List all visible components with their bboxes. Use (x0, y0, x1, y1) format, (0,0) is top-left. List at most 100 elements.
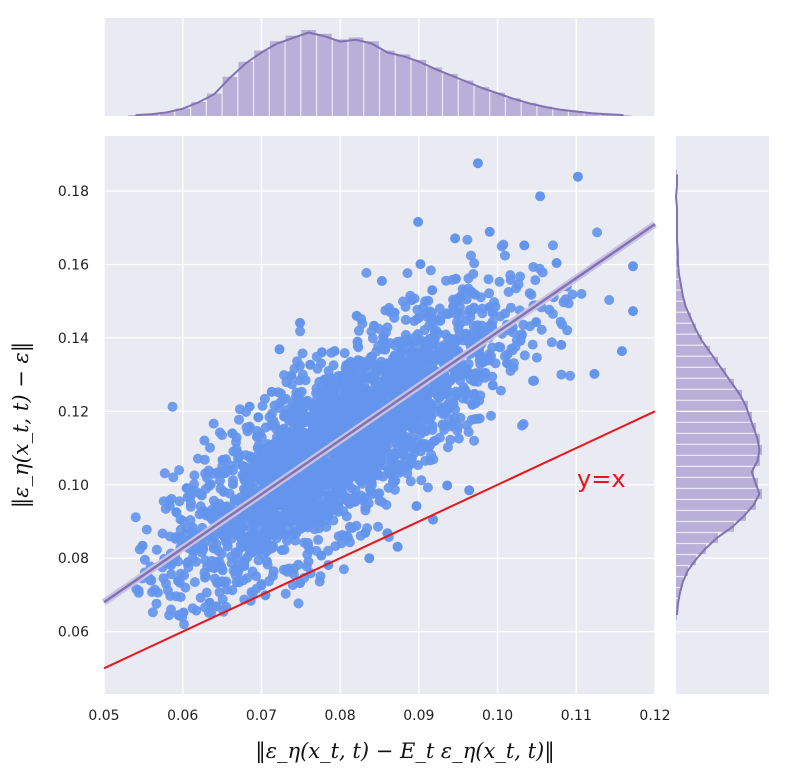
scatter-point (302, 520, 313, 531)
scatter-cloud-point (353, 381, 363, 392)
scatter-cloud-point (428, 333, 439, 344)
scatter-cloud-point (576, 288, 587, 299)
y-tick-label: 0.16 (58, 257, 89, 273)
scatter-cloud-point (405, 372, 416, 382)
scatter-cloud-point (423, 351, 434, 362)
scatter-cloud-point (557, 319, 568, 330)
scatter-cloud-point (206, 532, 217, 543)
marginal-y-bar (676, 466, 754, 477)
scatter-cloud-point (465, 307, 476, 318)
scatter-cloud-point (295, 326, 306, 337)
scatter-cloud-point (392, 449, 403, 459)
marginal-y-bar (676, 323, 696, 334)
scatter-cloud-point (400, 314, 411, 325)
scatter-cloud-point (208, 543, 219, 554)
y-tick-label: 0.14 (58, 331, 89, 347)
scatter-cloud-point (368, 371, 378, 382)
x-tick-label: 0.08 (325, 708, 356, 724)
scatter-cloud-point (189, 479, 200, 490)
y-tick-label: 0.12 (58, 404, 89, 420)
regression-line (103, 223, 656, 604)
scatter-cloud-point (387, 457, 398, 468)
scatter-cloud-point (279, 514, 290, 525)
scatter-cloud-point (293, 598, 304, 609)
marginal-y-bar (676, 577, 683, 587)
scatter-cloud-point (330, 541, 341, 552)
y-axis-title: ‖ε_η(x_t, t) − ε‖ (9, 342, 34, 509)
scatter-cloud-point (515, 271, 526, 282)
scatter-cloud-point (309, 491, 320, 502)
scatter-cloud-point (261, 471, 272, 482)
scatter-cloud-point (413, 460, 423, 471)
scatter-cloud-point (536, 324, 547, 335)
scatter-cloud-point (173, 556, 183, 567)
scatter-point (515, 335, 526, 346)
scatter-cloud-point (445, 400, 456, 411)
scatter-point (531, 317, 542, 328)
scatter-point (442, 480, 453, 491)
scatter-cloud-point (371, 361, 382, 371)
scatter-cloud-point (292, 410, 303, 421)
scatter-point (239, 534, 250, 545)
scatter-cloud-point (495, 385, 506, 396)
scatter-point (572, 171, 583, 182)
scatter-cloud-point (375, 454, 386, 465)
marginal-y-kde-curve (674, 174, 761, 616)
scatter-cloud-point (167, 401, 178, 412)
scatter-cloud-point (286, 379, 297, 390)
scatter-cloud-point (222, 501, 233, 512)
marginal-x-bar (521, 102, 537, 116)
scatter-cloud-point (461, 294, 472, 305)
scatter-cloud-point (363, 355, 374, 366)
scatter-cloud-point (346, 459, 357, 470)
marginal-y-bar (676, 566, 688, 576)
scatter-cloud-point (567, 289, 578, 300)
scatter-cloud-point (527, 339, 538, 350)
scatter-point (450, 233, 461, 244)
scatter-cloud-point (214, 587, 225, 598)
scatter-cloud-point (341, 479, 352, 490)
scatter-cloud-point (304, 544, 315, 555)
marginal-x-bar (443, 73, 458, 116)
marginal-x-bar (458, 80, 474, 116)
scatter-cloud-point (409, 316, 420, 327)
scatter-point (316, 550, 327, 561)
scatter-cloud-point (168, 472, 179, 483)
scatter-cloud-point (234, 404, 245, 415)
scatter-point (253, 412, 264, 423)
scatter-cloud-point (505, 275, 516, 285)
scatter-cloud-point (158, 573, 169, 584)
scatter-cloud-point (308, 513, 319, 524)
scatter-cloud-point (502, 349, 513, 360)
scatter-point (589, 368, 600, 379)
scatter-point (447, 419, 458, 430)
scatter-point (239, 560, 250, 571)
x-axis-title: ‖ε_η(x_t, t) − E_t ε_η(x_t, t)‖ (255, 739, 555, 764)
x-tick-label: 0.06 (167, 708, 198, 724)
scatter-cloud-point (519, 350, 530, 361)
scatter-cloud-point (288, 527, 299, 538)
scatter-point (323, 510, 334, 521)
scatter-cloud-point (420, 386, 431, 397)
marginal-y-bar (676, 389, 742, 400)
scatter-cloud-point (475, 353, 486, 364)
scatter-cloud-point (141, 524, 152, 535)
scatter-cloud-point (195, 592, 206, 603)
scatter-cloud-point (217, 454, 228, 465)
scatter-cloud-point (556, 369, 567, 380)
scatter-cloud-point (548, 240, 558, 251)
scatter-cloud-point (306, 426, 317, 437)
scatter-cloud-point (500, 250, 510, 261)
scatter-cloud-point (503, 287, 514, 297)
scatter-cloud-point (288, 429, 299, 440)
marginal-y-histogram (676, 169, 762, 620)
scatter-cloud-point (319, 374, 330, 385)
marginal-x-bar (332, 39, 348, 116)
scatter-cloud-point (494, 276, 505, 287)
scatter-cloud-point (313, 534, 324, 545)
scatter-cloud-point (329, 477, 340, 488)
scatter-cloud-point (378, 444, 389, 455)
scatter-cloud-point (455, 412, 466, 423)
scatter-cloud-point (357, 458, 368, 468)
scatter-cloud-point (390, 382, 401, 393)
